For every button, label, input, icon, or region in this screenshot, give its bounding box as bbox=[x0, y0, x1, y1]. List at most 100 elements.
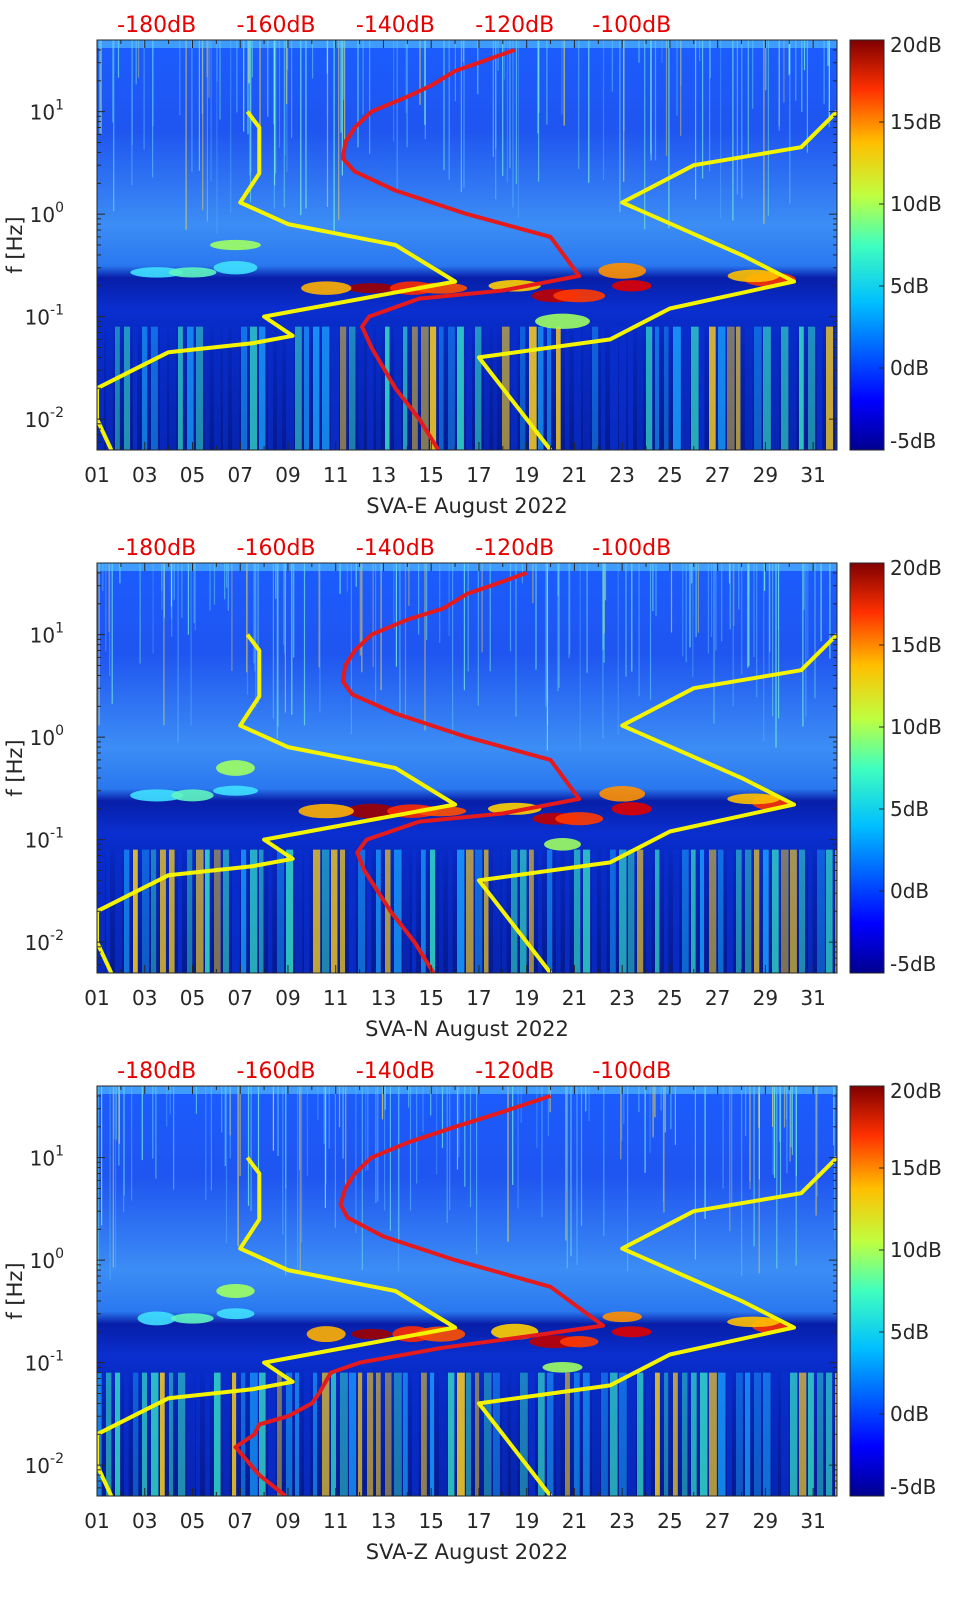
spectrogram-panel: 10-2 10-1 100 101 f [Hz] 01 03 05 07 09 11 13 15 17 19… bbox=[3, 13, 942, 518]
x-tick-label: 31 bbox=[800, 1509, 825, 1533]
x-tick-label: 17 bbox=[466, 1509, 491, 1533]
y-tick-label: 10-2 bbox=[25, 1451, 64, 1478]
x-tick-label: 21 bbox=[562, 463, 587, 487]
yellow-noise-curve bbox=[97, 633, 458, 973]
colorbar-label: 10dB bbox=[890, 1238, 942, 1262]
x-tick-label: 29 bbox=[753, 463, 778, 487]
x-tick-label: 21 bbox=[562, 986, 587, 1010]
spectrogram-panel: 10-2 10-1 100 101 f [Hz] 01 03 05 07 09 11 13 15 17 19… bbox=[3, 536, 942, 1041]
x-tick-label: 11 bbox=[323, 986, 348, 1010]
spectrogram-image bbox=[97, 40, 837, 450]
x-tick-label: 05 bbox=[180, 986, 205, 1010]
x-tick-label: 25 bbox=[657, 986, 682, 1010]
x-tick-label: 05 bbox=[180, 463, 205, 487]
colorbar-label: 5dB bbox=[890, 1320, 929, 1344]
colorbar-label: 15dB bbox=[890, 110, 942, 134]
top-db-label: -120dB bbox=[475, 13, 554, 38]
colorbar-label: -5dB bbox=[890, 1475, 936, 1499]
top-db-label: -140dB bbox=[356, 1059, 435, 1084]
spectrogram-image bbox=[97, 563, 837, 973]
spectrogram-panel: 10-2 10-1 100 101 f [Hz] 01 03 05 07 09 11 13 15 17 19… bbox=[3, 1059, 942, 1564]
x-tick-label: 17 bbox=[466, 463, 491, 487]
top-db-label: -180dB bbox=[117, 13, 196, 38]
x-tick-label: 05 bbox=[180, 1509, 205, 1533]
y-axis-label: f [Hz] bbox=[3, 216, 27, 273]
top-db-label: -140dB bbox=[356, 13, 435, 38]
x-tick-label: 25 bbox=[657, 463, 682, 487]
colorbar-label: 20dB bbox=[890, 1079, 942, 1103]
x-axis-label: SVA-E August 2022 bbox=[366, 494, 567, 518]
x-tick-label: 27 bbox=[705, 463, 730, 487]
x-tick-label: 03 bbox=[132, 986, 157, 1010]
x-tick-label: 29 bbox=[753, 986, 778, 1010]
x-tick-label: 17 bbox=[466, 986, 491, 1010]
colorbar-label: 15dB bbox=[890, 1156, 942, 1180]
colorbar-label: 20dB bbox=[890, 33, 942, 57]
red-model-curve bbox=[340, 48, 582, 450]
x-tick-label: 31 bbox=[800, 986, 825, 1010]
x-tick-label: 27 bbox=[705, 1509, 730, 1533]
colorbar-label: 10dB bbox=[890, 715, 942, 739]
top-db-label: -100dB bbox=[592, 536, 671, 561]
x-tick-label: 31 bbox=[800, 463, 825, 487]
y-tick-label: 10-1 bbox=[25, 1349, 64, 1376]
colorbar-label: -5dB bbox=[890, 429, 936, 453]
x-tick-label: 11 bbox=[323, 1509, 348, 1533]
x-tick-label: 19 bbox=[514, 1509, 539, 1533]
x-tick-label: 07 bbox=[227, 463, 252, 487]
top-db-label: -100dB bbox=[592, 13, 671, 38]
colorbar-label: 5dB bbox=[890, 797, 929, 821]
y-tick-label: 10-2 bbox=[25, 928, 64, 955]
colorbar-label: 15dB bbox=[890, 633, 942, 657]
colorbar-label: -5dB bbox=[890, 952, 936, 976]
x-tick-label: 13 bbox=[371, 463, 396, 487]
top-db-label: -180dB bbox=[117, 1059, 196, 1084]
colorbar: 20dB 15dB 10dB 5dB 0dB -5dB bbox=[849, 33, 942, 453]
top-db-label: -160dB bbox=[237, 1059, 316, 1084]
x-tick-label: 01 bbox=[84, 1509, 109, 1533]
x-tick-label: 19 bbox=[514, 463, 539, 487]
top-db-label: -140dB bbox=[356, 536, 435, 561]
x-tick-label: 07 bbox=[227, 1509, 252, 1533]
x-tick-label: 27 bbox=[705, 986, 730, 1010]
colorbar: 20dB 15dB 10dB 5dB 0dB -5dB bbox=[849, 1079, 942, 1499]
red-model-curve bbox=[233, 1094, 606, 1496]
yellow-noise-curve bbox=[476, 1156, 837, 1496]
top-db-label: -180dB bbox=[117, 536, 196, 561]
top-db-label: -100dB bbox=[592, 1059, 671, 1084]
colorbar-label: 0dB bbox=[890, 1402, 929, 1426]
x-tick-label: 13 bbox=[371, 1509, 396, 1533]
x-tick-label: 15 bbox=[418, 1509, 443, 1533]
y-axis-label: f [Hz] bbox=[3, 739, 27, 796]
y-tick-label: 10-1 bbox=[25, 303, 64, 330]
x-tick-label: 03 bbox=[132, 463, 157, 487]
colorbar-label: 5dB bbox=[890, 274, 929, 298]
y-tick-label: 100 bbox=[30, 200, 64, 227]
y-tick-label: 101 bbox=[30, 621, 64, 648]
y-tick-label: 100 bbox=[30, 1246, 64, 1273]
x-tick-label: 23 bbox=[609, 1509, 634, 1533]
colorbar-label: 20dB bbox=[890, 556, 942, 580]
y-tick-label: 10-1 bbox=[25, 826, 64, 853]
x-tick-label: 07 bbox=[227, 986, 252, 1010]
y-axis-label: f [Hz] bbox=[3, 1262, 27, 1319]
x-tick-label: 03 bbox=[132, 1509, 157, 1533]
x-axis-label: SVA-N August 2022 bbox=[365, 1017, 569, 1041]
x-tick-label: 01 bbox=[84, 986, 109, 1010]
x-tick-label: 09 bbox=[275, 1509, 300, 1533]
top-db-label: -160dB bbox=[237, 536, 316, 561]
y-tick-label: 101 bbox=[30, 1144, 64, 1171]
top-db-label: -160dB bbox=[237, 13, 316, 38]
y-tick-label: 100 bbox=[30, 723, 64, 750]
x-tick-label: 11 bbox=[323, 463, 348, 487]
x-tick-label: 21 bbox=[562, 1509, 587, 1533]
colorbar-label: 0dB bbox=[890, 356, 929, 380]
x-tick-label: 25 bbox=[657, 1509, 682, 1533]
x-axis-label: SVA-Z August 2022 bbox=[366, 1540, 569, 1564]
x-tick-label: 23 bbox=[609, 463, 634, 487]
y-tick-label: 101 bbox=[30, 98, 64, 125]
yellow-noise-curve bbox=[476, 633, 837, 973]
x-tick-label: 09 bbox=[275, 986, 300, 1010]
yellow-noise-curve bbox=[97, 1156, 458, 1496]
x-tick-label: 29 bbox=[753, 1509, 778, 1533]
